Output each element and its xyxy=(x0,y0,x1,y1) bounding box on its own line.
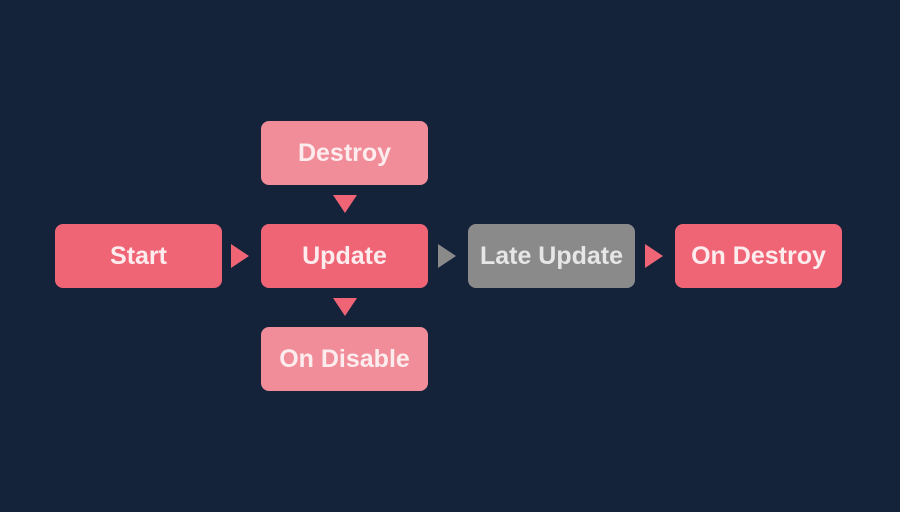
arrow-destroy-to-update xyxy=(333,195,357,213)
node-label: On Destroy xyxy=(691,242,826,271)
node-on-disable: On Disable xyxy=(261,327,428,391)
node-on-destroy: On Destroy xyxy=(675,224,842,288)
node-late-update: Late Update xyxy=(468,224,635,288)
node-label: Late Update xyxy=(480,242,623,271)
arrow-update-to-late-update xyxy=(438,244,456,268)
flowchart-canvas: Start Destroy Update On Disable Late Update O… xyxy=(0,0,900,512)
node-label: Update xyxy=(302,242,387,271)
node-start: Start xyxy=(55,224,222,288)
node-label: Destroy xyxy=(298,139,391,168)
arrow-start-to-update xyxy=(231,244,249,268)
arrow-update-to-on-disable xyxy=(333,298,357,316)
node-destroy: Destroy xyxy=(261,121,428,185)
arrow-late-update-to-destroy xyxy=(645,244,663,268)
node-label: Start xyxy=(110,242,167,271)
node-update: Update xyxy=(261,224,428,288)
node-label: On Disable xyxy=(279,345,410,374)
